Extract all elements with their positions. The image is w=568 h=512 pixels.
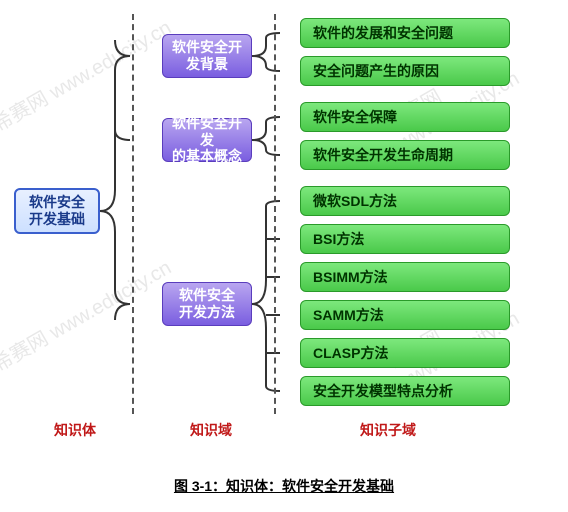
separator-line-2 [274,14,276,414]
domain-node: 软件安全开发的基本概念 [162,118,252,162]
separator-line-1 [132,14,134,414]
sub-node: CLASP方法 [300,338,510,368]
domain-node: 软件安全开发方法 [162,282,252,326]
sub-node: 安全问题产生的原因 [300,56,510,86]
root-node: 软件安全开发基础 [14,188,100,234]
sub-node: 软件的发展和安全问题 [300,18,510,48]
sub-node: BSIMM方法 [300,262,510,292]
domain-node: 软件安全开发背景 [162,34,252,78]
sub-node: 微软SDL方法 [300,186,510,216]
column-label-domain: 知识域 [190,420,232,440]
column-label-body: 知识体 [54,420,96,440]
sub-node: SAMM方法 [300,300,510,330]
column-label-subdomain: 知识子域 [360,420,416,440]
figure-caption: 图 3-1：知识体：软件安全开发基础 [0,476,568,496]
diagram-container: 希赛网 www.educity.cn 希赛网 www.educity.cn 希赛… [0,0,568,460]
sub-node: 安全开发模型特点分析 [300,376,510,406]
watermark: 希赛网 www.educity.cn [0,11,176,137]
sub-node: 软件安全开发生命周期 [300,140,510,170]
sub-node: BSI方法 [300,224,510,254]
sub-node: 软件安全保障 [300,102,510,132]
watermark: 希赛网 www.educity.cn [0,251,176,377]
